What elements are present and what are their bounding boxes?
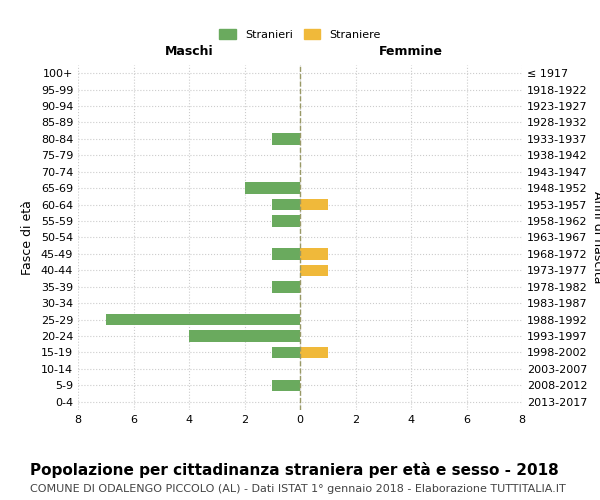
Bar <box>272 281 300 292</box>
Bar <box>245 182 300 194</box>
Bar <box>189 330 300 342</box>
Bar <box>272 199 300 210</box>
Bar <box>300 248 328 260</box>
Bar <box>300 264 328 276</box>
Text: COMUNE DI ODALENGO PICCOLO (AL) - Dati ISTAT 1° gennaio 2018 - Elaborazione TUTT: COMUNE DI ODALENGO PICCOLO (AL) - Dati I… <box>30 484 566 494</box>
Bar <box>106 314 300 326</box>
Y-axis label: Anni di nascita: Anni di nascita <box>591 191 600 284</box>
Bar <box>300 199 328 210</box>
Bar <box>272 248 300 260</box>
Text: Maschi: Maschi <box>164 45 214 58</box>
Bar <box>272 380 300 391</box>
Bar <box>272 133 300 144</box>
Text: Femmine: Femmine <box>379 45 443 58</box>
Y-axis label: Fasce di età: Fasce di età <box>21 200 34 275</box>
Legend: Stranieri, Straniere: Stranieri, Straniere <box>216 26 384 43</box>
Text: Popolazione per cittadinanza straniera per età e sesso - 2018: Popolazione per cittadinanza straniera p… <box>30 462 559 478</box>
Bar <box>272 216 300 227</box>
Bar <box>300 346 328 358</box>
Bar <box>272 346 300 358</box>
